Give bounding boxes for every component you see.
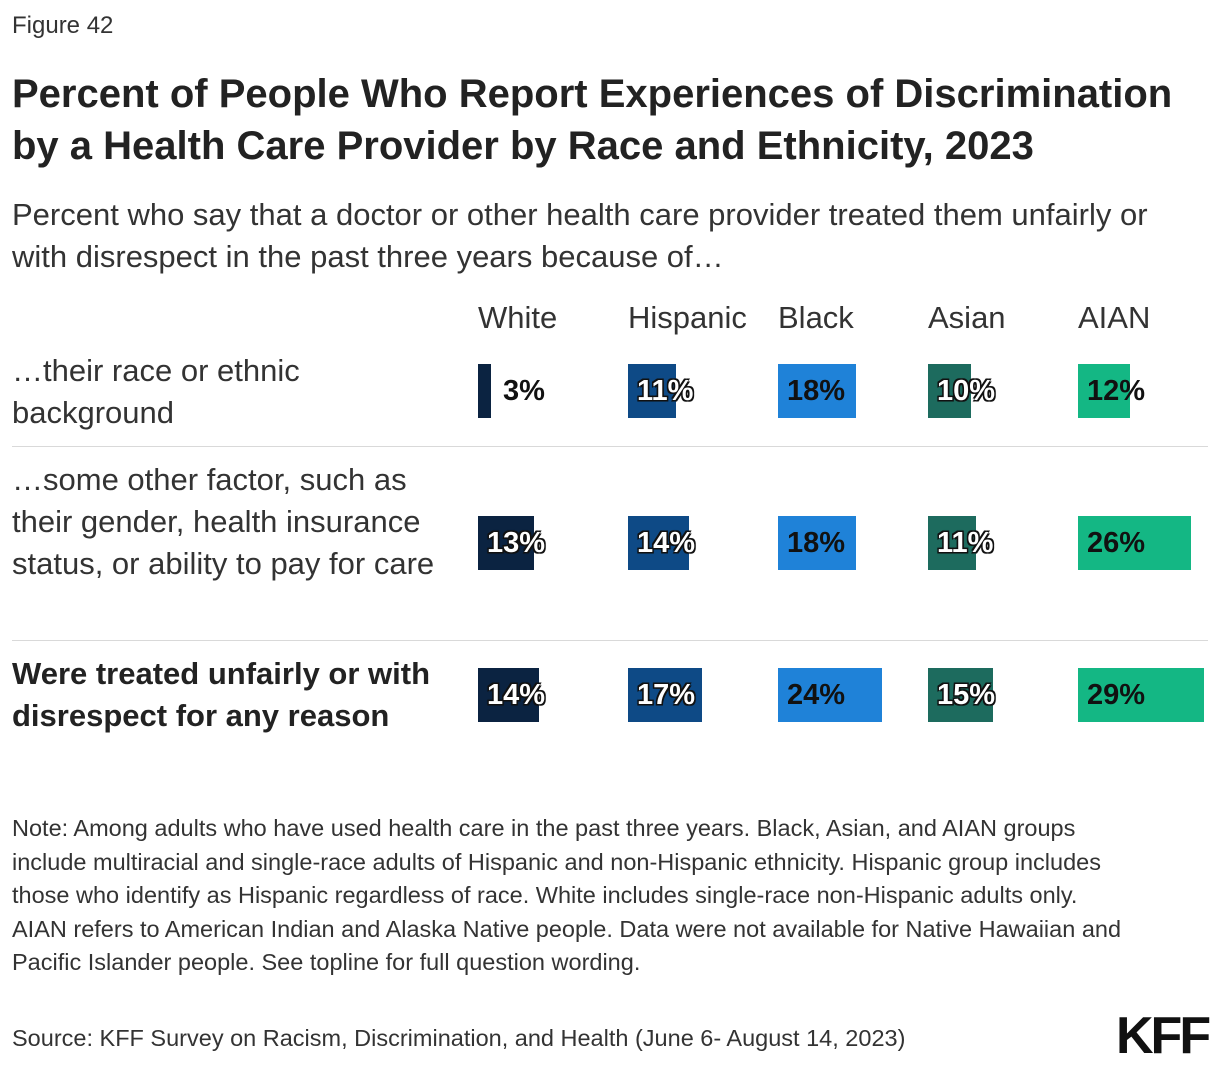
bar-white-row1 — [478, 364, 491, 418]
value-label-aian-row3: 29% — [1087, 679, 1146, 711]
bar-hispanic-row3 — [628, 668, 702, 722]
column-header-asian: Asian — [928, 300, 1006, 335]
column-header-aian: AIAN — [1078, 300, 1151, 335]
bar-hispanic-row1 — [628, 364, 676, 418]
row-label-3: Were treated unfairly or with disrespect… — [12, 656, 431, 733]
chart-source: Source: KFF Survey on Racism, Discrimina… — [12, 1025, 906, 1051]
value-label-hispanic-row2: 14% — [637, 527, 696, 559]
value-label-asian-row2: 11% — [937, 527, 994, 559]
bar-black-row3 — [778, 668, 882, 722]
bar-asian-row1 — [928, 364, 972, 418]
row-divider-2 — [12, 640, 1208, 641]
bar-aian-row2 — [1078, 516, 1191, 570]
bar-white-row2 — [478, 516, 535, 570]
bar-asian-row2 — [928, 516, 976, 570]
bar-aian-row3 — [1078, 668, 1204, 722]
row-divider-1 — [12, 446, 1208, 447]
value-label-hispanic-row3: 17% — [637, 679, 696, 711]
bar-black-row1 — [778, 364, 856, 418]
chart-subtitle: Percent who say that a doctor or other h… — [12, 197, 1148, 274]
bar-aian-row1 — [1078, 364, 1130, 418]
row-label-1: …their race or ethnic background — [12, 353, 300, 430]
kff-logo: KFF — [1116, 1007, 1211, 1065]
figure-label: Figure 42 — [12, 12, 114, 39]
value-label-black-row1: 18% — [787, 375, 846, 407]
bar-asian-row3 — [928, 668, 993, 722]
value-label-white-row3: 14% — [487, 679, 546, 711]
value-label-black-row3: 24% — [787, 679, 846, 711]
column-header-white: White — [478, 300, 558, 335]
value-label-hispanic-row1: 11% — [637, 375, 694, 407]
chart-note: Note: Among adults who have used health … — [12, 815, 1122, 975]
bar-hispanic-row2 — [628, 516, 689, 570]
column-header-hispanic: Hispanic — [628, 300, 747, 335]
chart-title: Percent of People Who Report Experiences… — [12, 72, 1173, 168]
value-label-white-row2: 13% — [487, 527, 546, 559]
value-label-white-row1: 3% — [503, 375, 545, 407]
bar-black-row2 — [778, 516, 856, 570]
bar-white-row3 — [478, 668, 539, 722]
value-label-asian-row1: 10% — [937, 375, 996, 407]
value-label-asian-row3: 15% — [937, 679, 996, 711]
value-label-black-row2: 18% — [787, 527, 846, 559]
row-label-2: …some other factor, such as their gender… — [12, 462, 435, 581]
value-label-aian-row2: 26% — [1087, 527, 1146, 559]
value-label-aian-row1: 12% — [1087, 375, 1146, 407]
column-header-black: Black — [778, 300, 854, 335]
